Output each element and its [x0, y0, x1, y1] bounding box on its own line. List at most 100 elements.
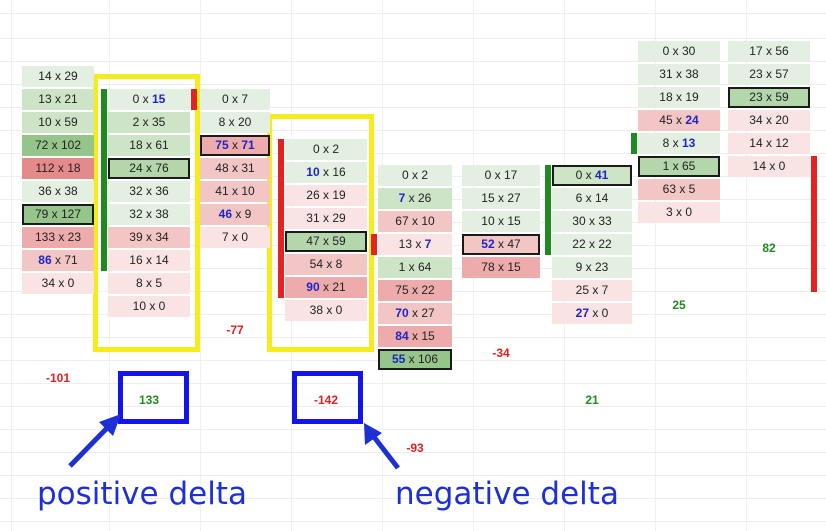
ask-volume: 0 [241, 230, 249, 244]
footprint-cell: 22 x 22 [552, 234, 632, 255]
footprint-cell: 2 x 35 [108, 112, 190, 133]
ask-volume: 0 [778, 159, 786, 173]
footprint-cell: 38 x 0 [285, 300, 367, 321]
volume-separator: x [585, 237, 599, 251]
footprint-cell: 54 x 8 [285, 254, 367, 275]
volume-separator: x [405, 260, 418, 274]
volume-separator: x [494, 237, 508, 251]
bid-volume: 34 [749, 113, 763, 127]
footprint-cell: 55 x 106 [378, 349, 452, 370]
bid-volume: 14 [752, 159, 766, 173]
callout-box-positive-delta [118, 371, 189, 424]
bid-volume: 32 [129, 184, 143, 198]
bid-volume: 0 [221, 92, 229, 106]
ask-volume: 59 [332, 234, 346, 248]
ask-volume: 71 [64, 253, 78, 267]
bid-volume: 45 [659, 113, 673, 127]
volume-separator: x [228, 92, 242, 106]
ask-volume: 38 [155, 207, 169, 221]
volume-separator: x [672, 90, 686, 104]
volume-separator: x [676, 182, 689, 196]
volume-separator: x [412, 237, 425, 251]
caption-positive-delta: positive delta [37, 476, 247, 512]
ask-volume: 27 [421, 306, 435, 320]
volume-separator: x [142, 161, 156, 175]
volume-separator: x [228, 230, 242, 244]
volume-separator: x [225, 115, 238, 129]
footprint-cell: 75 x 22 [378, 280, 452, 301]
ask-volume: 57 [775, 67, 789, 81]
ask-volume: 38 [64, 184, 78, 198]
bid-volume: 7 [398, 191, 406, 205]
bid-volume: 13 [38, 92, 52, 106]
bid-volume: 3 [665, 205, 673, 219]
volume-separator: x [669, 159, 682, 173]
bid-volume: 70 [395, 306, 409, 320]
volume-separator: x [142, 276, 156, 290]
bid-volume: 13 [398, 237, 412, 251]
bid-volume: 10 [306, 165, 320, 179]
ask-volume: 5 [155, 276, 163, 290]
ask-volume: 65 [682, 159, 696, 173]
delta-value: 21 [585, 393, 599, 407]
ask-volume: 17 [504, 168, 518, 182]
footprint-cell: 52 x 47 [462, 234, 540, 255]
bid-volume: 41 [215, 184, 229, 198]
bid-volume: 36 [38, 184, 52, 198]
volume-separator: x [408, 168, 422, 182]
ask-volume: 10 [421, 214, 435, 228]
footprint-cell: 10 x 0 [108, 296, 190, 317]
volume-separator: x [672, 113, 686, 127]
volume-separator: x [319, 142, 333, 156]
volume-separator: x [139, 92, 152, 106]
footprint-cell: 7 x 26 [378, 188, 452, 209]
bid-volume: 18 [659, 90, 673, 104]
volume-separator: x [319, 165, 333, 179]
volume-separator: x [672, 205, 686, 219]
ask-volume: 21 [332, 280, 346, 294]
footprint-cell: 3 x 0 [638, 202, 720, 223]
bid-volume: 86 [38, 253, 52, 267]
footprint-cell: 45 x 24 [638, 110, 720, 131]
bid-volume: 10 [132, 299, 146, 313]
volume-separator: x [51, 115, 65, 129]
volume-separator: x [408, 329, 422, 343]
ask-volume: 14 [595, 191, 609, 205]
footprint-cell: 84 x 15 [378, 326, 452, 347]
bid-volume: 133 [34, 230, 55, 244]
bid-volume: 67 [395, 214, 409, 228]
footprint-cell: 34 x 20 [728, 110, 810, 131]
volume-separator: x [766, 159, 779, 173]
footprint-cell: 39 x 34 [108, 227, 190, 248]
bid-volume: 17 [749, 44, 763, 58]
bid-volume: 15 [481, 191, 495, 205]
bid-volume: 0 [132, 92, 140, 106]
ask-volume: 24 [685, 113, 699, 127]
volume-separator: x [405, 352, 418, 366]
bid-volume: 8 [135, 276, 143, 290]
footprint-cell: 48 x 31 [200, 158, 270, 179]
ask-volume: 127 [61, 207, 82, 221]
volume-separator: x [319, 280, 333, 294]
volume-separator: x [589, 306, 602, 320]
bid-volume: 25 [575, 283, 589, 297]
ask-volume: 0 [67, 276, 75, 290]
volume-separator: x [762, 67, 776, 81]
ask-volume: 34 [155, 230, 169, 244]
bid-volume: 0 [484, 168, 492, 182]
ask-volume: 2 [332, 142, 340, 156]
volume-separator: x [585, 214, 599, 228]
footprint-cell: 16 x 14 [108, 250, 190, 271]
ask-volume: 0 [685, 205, 693, 219]
volume-separator: x [319, 211, 333, 225]
footprint-cell: 25 x 7 [552, 280, 632, 301]
volume-separator: x [228, 161, 242, 175]
footprint-cell: 18 x 19 [638, 87, 720, 108]
bid-volume: 112 [35, 161, 55, 175]
ask-volume: 13 [682, 136, 696, 150]
footprint-cell: 32 x 38 [108, 204, 190, 225]
volume-separator: x [494, 191, 508, 205]
delta-value: -34 [492, 346, 510, 360]
